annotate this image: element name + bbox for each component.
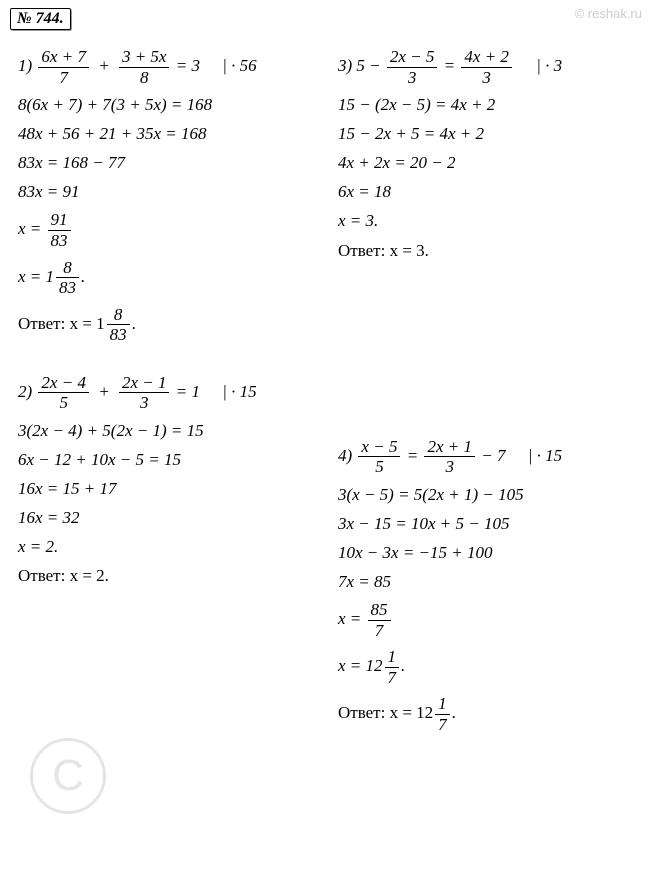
p2-rhs: = 1 [176,382,200,401]
p3-mid: = [444,56,455,75]
p1-rhs: = 3 [176,56,200,75]
p4-s5-n: 85 [368,600,391,621]
p4-ans-dot: . [452,703,456,722]
right-column: 3) 5 − 2x − 53 = 4x + 23 | · 3 15 − (2x … [330,40,642,762]
p3-frac1-num: 2x − 5 [387,47,438,68]
p1-s6-l: x = 1 [18,267,54,286]
problem-2: 2) 2x − 45 + 2x − 13 = 1 | · 15 3(2x − 4… [18,373,330,588]
p3-mult: | · 3 [518,56,562,75]
p1-s6-d: 83 [56,278,79,298]
p1-ans-dot: . [132,314,136,333]
p4-answer: Ответ: x = 1217. [338,694,642,734]
header: № 744. [0,0,652,32]
problem-4: 4) x − 55 = 2x + 13 − 7 | · 15 3(x − 5) … [338,437,642,735]
p1-ans-n: 8 [107,305,130,326]
p1-s5-d: 83 [48,231,71,251]
p4-step4: 7x = 85 [338,571,642,593]
p4-step5: x = 857 [338,600,642,640]
p2-step2: 6x − 12 + 10x − 5 = 15 [18,449,330,471]
p4-tail: − 7 [481,446,505,465]
p1-step4: 83x = 91 [18,181,330,203]
p4-mid: = [407,446,418,465]
p1-ans-l: Ответ: x = 1 [18,314,105,333]
source-watermark: © reshak.ru [575,6,642,21]
p2-frac1-num: 2x − 4 [38,373,89,394]
p1-step6: x = 1883. [18,258,330,298]
p1-s6-dot: . [81,267,85,286]
p4-s6-l: x = 12 [338,656,383,675]
p3-lead: 3) 5 − [338,56,381,75]
p4-s5-d: 7 [368,621,391,641]
p3-frac2-num: 4x + 2 [461,47,512,68]
p2-mult: | · 15 [204,382,256,401]
p4-s6-dot: . [401,656,405,675]
p4-s6-n: 1 [385,647,400,668]
p2-frac1-den: 5 [38,393,89,413]
p3-frac2-den: 3 [461,68,512,88]
p1-frac2-num: 3 + 5x [119,47,170,68]
problem-1: 1) 6x + 77 + 3 + 5x8 = 3 | · 56 8(6x + 7… [18,47,330,345]
p3-frac1-den: 3 [387,68,438,88]
problem-number: № 744. [10,8,71,30]
p3-answer: Ответ: x = 3. [338,240,642,262]
p4-step6: x = 1217. [338,647,642,687]
p1-answer: Ответ: x = 1883. [18,305,330,345]
p2-step4: 16x = 32 [18,507,330,529]
p4-step1: 3(x − 5) = 5(2x + 1) − 105 [338,484,642,506]
p1-mult: | · 56 [204,56,256,75]
p4-lead: 4) [338,446,352,465]
p1-ans-d: 83 [107,325,130,345]
problem-3: 3) 5 − 2x − 53 = 4x + 23 | · 3 15 − (2x … [338,47,642,262]
content-grid: 1) 6x + 77 + 3 + 5x8 = 3 | · 56 8(6x + 7… [0,32,652,772]
p4-step2: 3x − 15 = 10x + 5 − 105 [338,513,642,535]
p1-frac1-den: 7 [38,68,89,88]
p4-s5-l: x = [338,609,361,628]
p4-frac1-den: 5 [358,457,400,477]
p1-step5: x = 9183 [18,210,330,250]
p1-equation: 1) 6x + 77 + 3 + 5x8 = 3 | · 56 [18,47,330,87]
p3-step1: 15 − (2x − 5) = 4x + 2 [338,94,642,116]
p2-frac2-den: 3 [119,393,170,413]
p1-s5-n: 91 [48,210,71,231]
p4-ans-n: 1 [435,694,450,715]
p4-s6-d: 7 [385,668,400,688]
p3-step3: 4x + 2x = 20 − 2 [338,152,642,174]
p3-step2: 15 − 2x + 5 = 4x + 2 [338,123,642,145]
left-column: 1) 6x + 77 + 3 + 5x8 = 3 | · 56 8(6x + 7… [18,40,330,762]
p2-step5: x = 2. [18,536,330,558]
p2-step3: 16x = 15 + 17 [18,478,330,500]
p4-frac2-den: 3 [424,457,475,477]
p1-s5-l: x = [18,219,41,238]
p2-frac2-num: 2x − 1 [119,373,170,394]
p1-step2: 48x + 56 + 21 + 35x = 168 [18,123,330,145]
p1-frac1-num: 6x + 7 [38,47,89,68]
p4-frac2-num: 2x + 1 [424,437,475,458]
spacer [338,290,642,430]
p2-answer: Ответ: x = 2. [18,565,330,587]
p1-s6-n: 8 [56,258,79,279]
p4-ans-d: 7 [435,715,450,735]
p3-step4: 6x = 18 [338,181,642,203]
p4-mult: | · 15 [510,446,562,465]
p4-ans-l: Ответ: x = 12 [338,703,433,722]
p4-frac1-num: x − 5 [358,437,400,458]
p4-step3: 10x − 3x = −15 + 100 [338,542,642,564]
p4-equation: 4) x − 55 = 2x + 13 − 7 | · 15 [338,437,642,477]
p3-equation: 3) 5 − 2x − 53 = 4x + 23 | · 3 [338,47,642,87]
p1-step3: 83x = 168 − 77 [18,152,330,174]
p2-step1: 3(2x − 4) + 5(2x − 1) = 15 [18,420,330,442]
p1-frac2-den: 8 [119,68,170,88]
p3-step5: x = 3. [338,210,642,232]
p1-step1: 8(6x + 7) + 7(3 + 5x) = 168 [18,94,330,116]
p2-equation: 2) 2x − 45 + 2x − 13 = 1 | · 15 [18,373,330,413]
